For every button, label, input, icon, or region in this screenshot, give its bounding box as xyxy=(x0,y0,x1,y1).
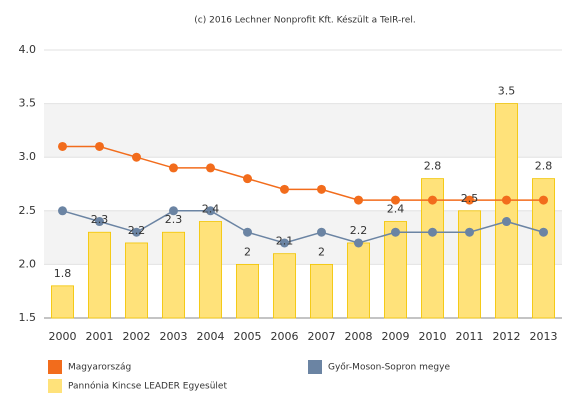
bar xyxy=(88,231,112,319)
legend-label: Győr-Moson-Sopron megye xyxy=(328,363,450,373)
point xyxy=(465,227,474,237)
x-tick-label: 2010 xyxy=(419,330,447,343)
point xyxy=(243,227,252,237)
y-tick-label: 3.5 xyxy=(19,97,37,110)
value-label: 2.4 xyxy=(387,203,405,216)
x-tick-label: 2004 xyxy=(197,330,225,343)
point xyxy=(95,217,104,227)
x-tick-label: 2009 xyxy=(382,330,410,343)
bar xyxy=(235,263,259,319)
bar xyxy=(309,263,333,319)
point xyxy=(354,195,363,205)
bar xyxy=(198,221,222,319)
point xyxy=(169,206,178,216)
x-tick-label: 2005 xyxy=(234,330,262,343)
chart-title: (c) 2016 Lechner Nonprofit Kft. Készült … xyxy=(194,15,415,26)
value-label: 2.3 xyxy=(91,213,109,226)
value-label: 2.2 xyxy=(350,224,368,237)
x-tick-label: 2006 xyxy=(271,330,299,343)
bar xyxy=(125,242,149,319)
y-tick-label: 3.0 xyxy=(19,150,37,163)
point xyxy=(539,195,548,205)
y-tick-label: 4.0 xyxy=(19,43,37,56)
point xyxy=(539,227,548,237)
bar xyxy=(494,103,518,319)
y-tick-label: 1.5 xyxy=(19,311,37,324)
plot-band xyxy=(44,103,562,158)
line xyxy=(62,145,544,201)
x-tick-label: 2000 xyxy=(49,330,77,343)
legend-swatch xyxy=(48,379,62,393)
value-label: 2.8 xyxy=(424,160,442,173)
value-label: 2.8 xyxy=(535,160,553,173)
x-tick-label: 2002 xyxy=(123,330,151,343)
bar xyxy=(346,242,370,319)
point xyxy=(58,141,67,151)
x-tick-label: 2008 xyxy=(345,330,373,343)
point xyxy=(428,195,437,205)
point xyxy=(317,184,326,194)
value-label: 2.2 xyxy=(128,224,146,237)
value-label: 2.3 xyxy=(165,213,183,226)
point xyxy=(169,163,178,173)
bar xyxy=(51,285,75,319)
bar xyxy=(161,231,185,319)
bar xyxy=(420,178,444,319)
value-label: 1.8 xyxy=(54,267,72,280)
point xyxy=(132,227,141,237)
point xyxy=(428,227,437,237)
y-tick-label: 2.5 xyxy=(19,204,37,217)
point xyxy=(280,238,289,248)
point xyxy=(502,195,511,205)
value-label: 2.4 xyxy=(202,203,220,216)
point xyxy=(132,152,141,162)
x-tick-label: 2001 xyxy=(86,330,114,343)
bar xyxy=(532,178,556,319)
line xyxy=(62,210,544,244)
bar xyxy=(272,253,296,319)
point xyxy=(465,195,474,205)
value-label: 2.1 xyxy=(276,235,294,248)
legend-swatch xyxy=(308,360,322,374)
x-tick-label: 2007 xyxy=(308,330,336,343)
point xyxy=(317,227,326,237)
point xyxy=(502,217,511,227)
value-label: 2 xyxy=(318,245,325,258)
point xyxy=(280,184,289,194)
value-label: 2.5 xyxy=(461,192,479,205)
legend-label: Magyarország xyxy=(68,363,131,373)
legend-swatch xyxy=(48,360,62,374)
point xyxy=(206,206,215,216)
point xyxy=(95,141,104,151)
x-tick-label: 2013 xyxy=(530,330,558,343)
value-label: 2 xyxy=(244,245,251,258)
bar xyxy=(457,210,481,319)
x-tick-label: 2003 xyxy=(160,330,188,343)
point xyxy=(58,206,67,216)
point xyxy=(206,163,215,173)
point xyxy=(243,174,252,184)
value-label: 3.5 xyxy=(498,85,516,98)
y-tick-label: 2.0 xyxy=(19,257,37,270)
x-tick-label: 2011 xyxy=(456,330,484,343)
point xyxy=(391,195,400,205)
point xyxy=(391,227,400,237)
x-tick-label: 2012 xyxy=(493,330,521,343)
point xyxy=(354,238,363,248)
legend-label: Pannónia Kincse LEADER Egyesület xyxy=(68,381,227,392)
bar xyxy=(383,221,407,319)
